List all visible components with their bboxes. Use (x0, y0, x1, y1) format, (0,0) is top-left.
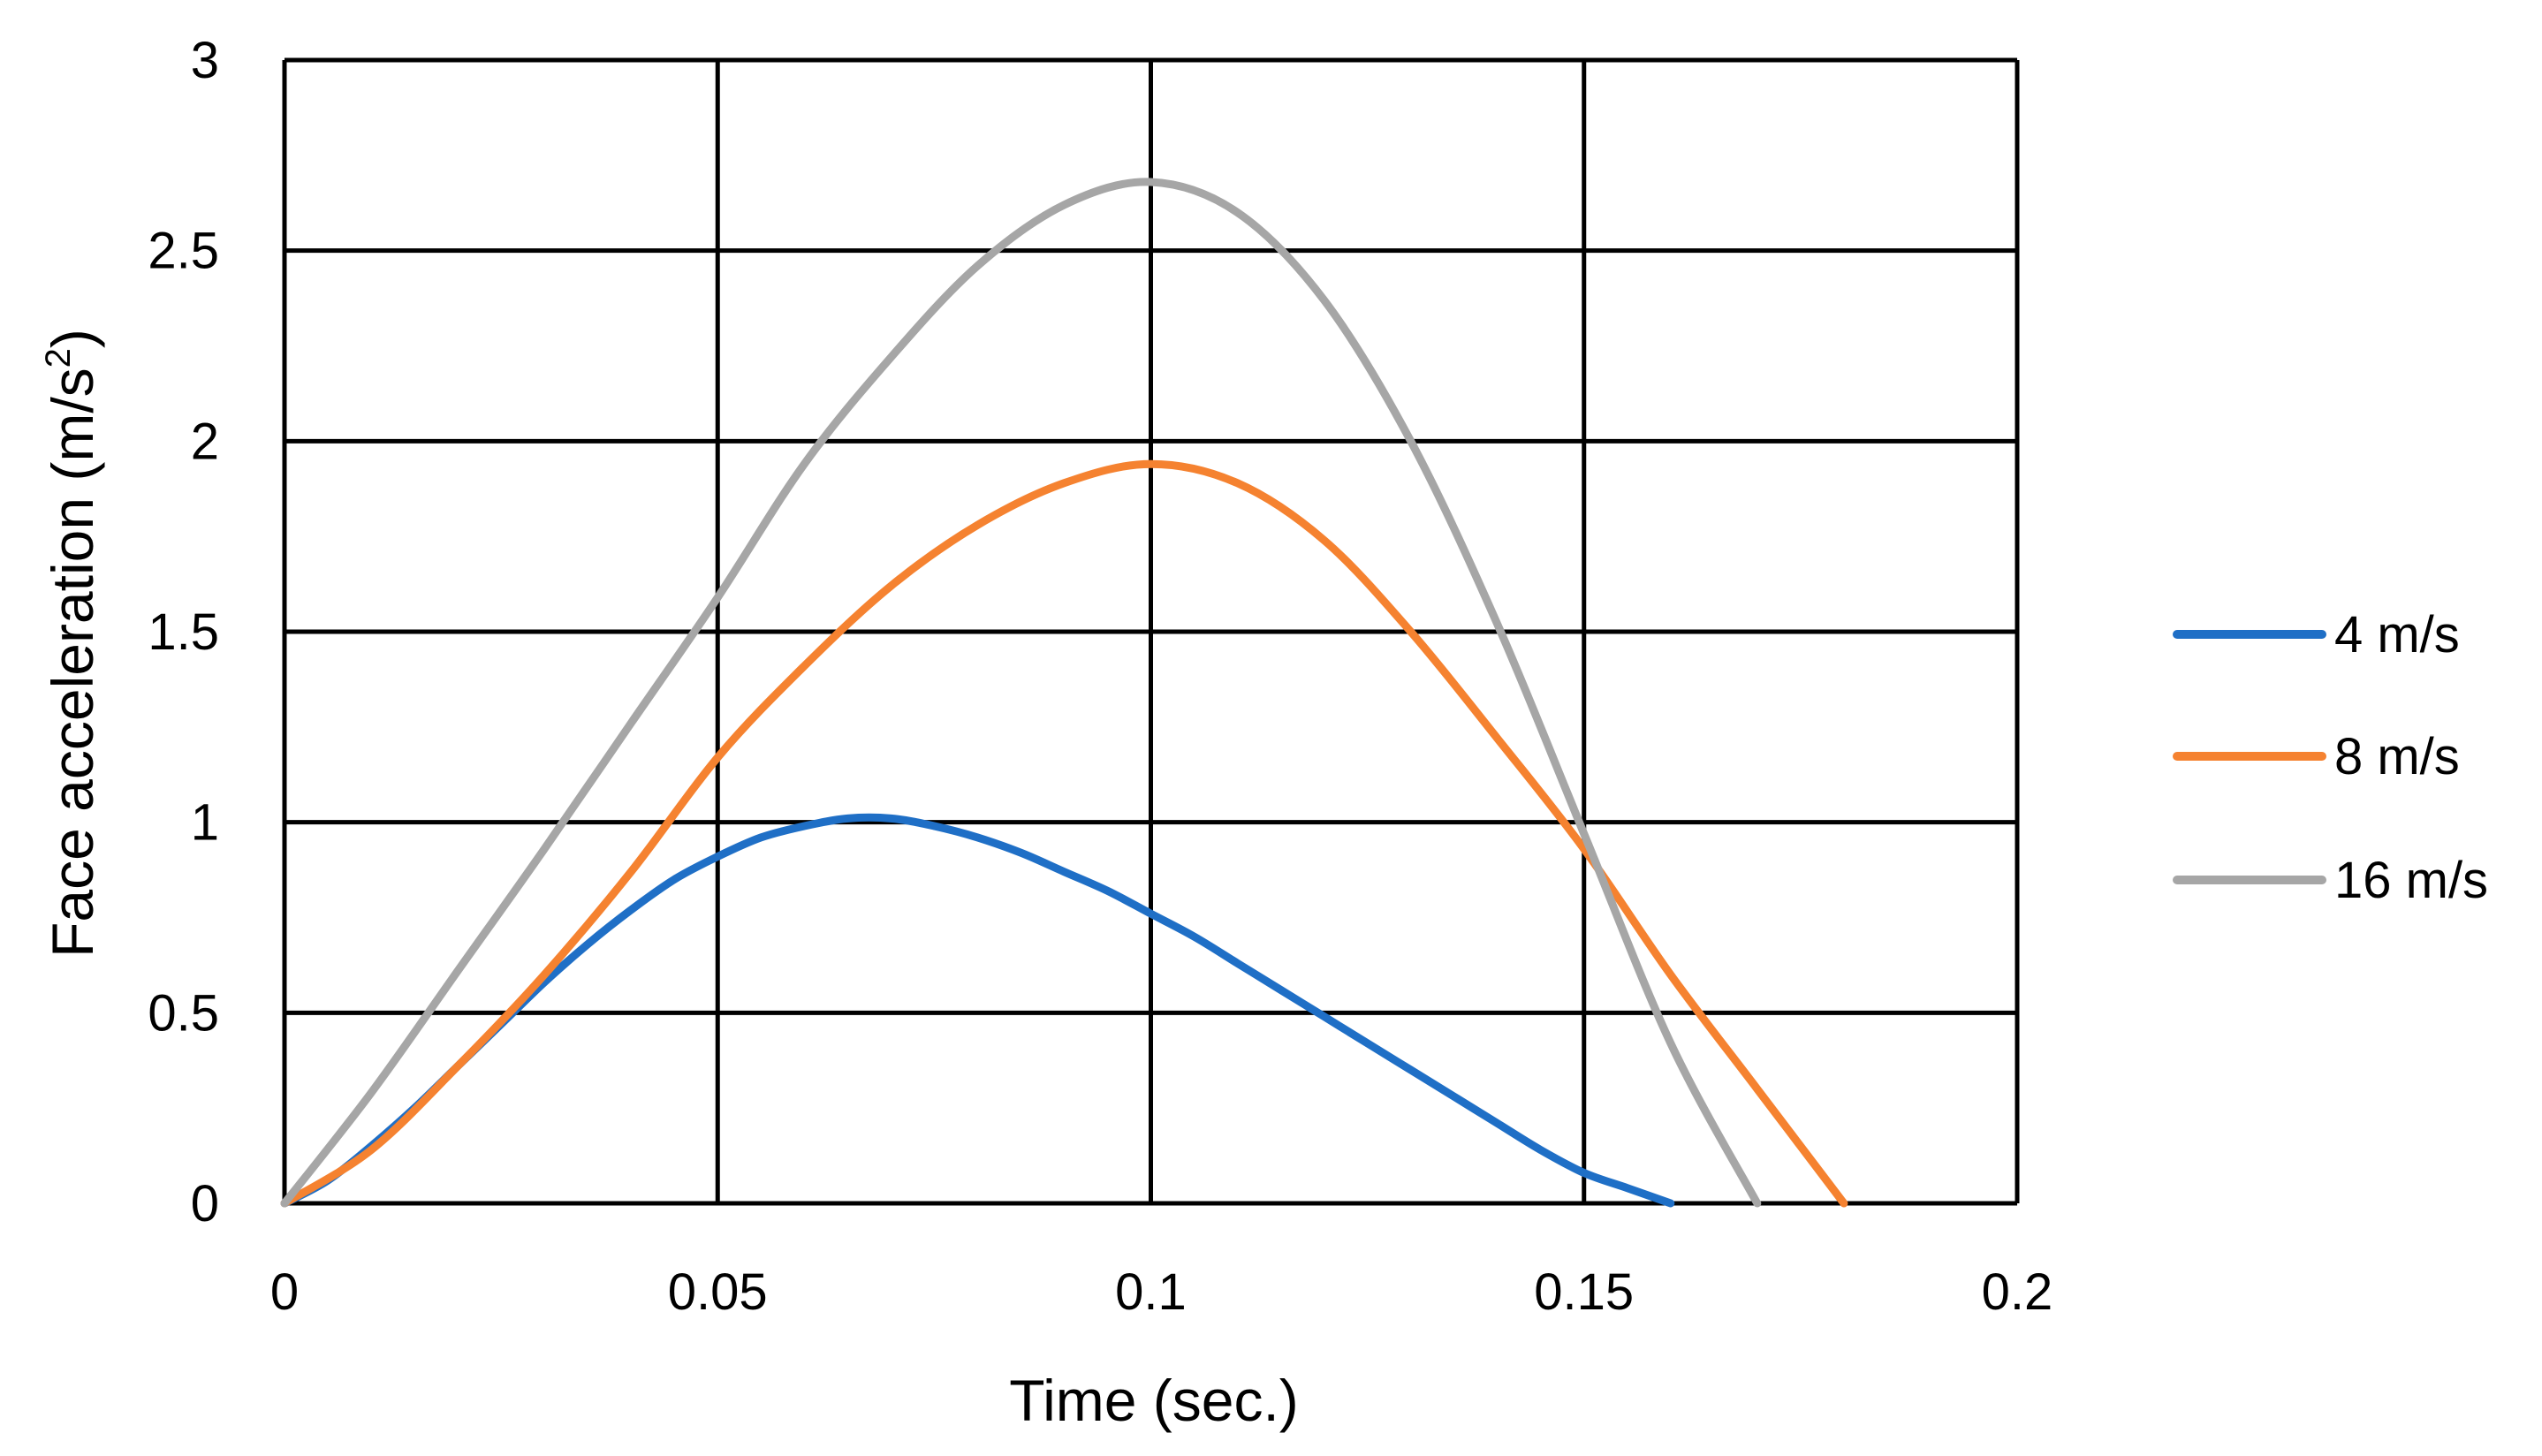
x-tick-label: 0.05 (668, 1263, 768, 1321)
y-tick-label: 1 (191, 794, 219, 852)
y-axis-title-main: Face acceleration (m/s (40, 368, 105, 958)
series-line-16-m-s (280, 178, 1762, 1208)
legend-label: 4 m/s (2334, 606, 2460, 664)
y-axis-title-close: ) (40, 329, 105, 348)
x-tick-label: 0.1 (1115, 1263, 1187, 1321)
y-tick-label: 3 (191, 32, 219, 89)
y-axis-tick-labels: 0 0.5 1 1.5 2 2.5 3 (148, 32, 219, 1232)
y-tick-label: 0.5 (148, 984, 219, 1042)
legend-label: 8 m/s (2334, 728, 2460, 785)
x-tick-label: 0.15 (1534, 1263, 1634, 1321)
series-lines (280, 178, 1848, 1208)
legend-label: 16 m/s (2334, 852, 2488, 909)
grid (282, 57, 2020, 1206)
x-axis-tick-labels: 0 0.05 0.1 0.15 0.2 (270, 1263, 2053, 1321)
y-tick-label: 1.5 (148, 603, 219, 661)
series-line-8-m-s (280, 459, 1848, 1208)
y-tick-label: 0 (191, 1175, 219, 1232)
x-tick-label: 0 (270, 1263, 299, 1321)
y-axis-title: Face acceleration (m/s2) (39, 329, 105, 958)
legend: 4 m/s 8 m/s 16 m/s (2173, 606, 2488, 909)
y-tick-label: 2 (191, 413, 219, 470)
x-tick-label: 0.2 (1982, 1263, 2053, 1321)
y-axis-title-superscript: 2 (39, 348, 78, 368)
y-tick-label: 2.5 (148, 223, 219, 280)
series-line-4-m-s (280, 813, 1675, 1208)
x-axis-title: Time (sec.) (1009, 1368, 1299, 1433)
